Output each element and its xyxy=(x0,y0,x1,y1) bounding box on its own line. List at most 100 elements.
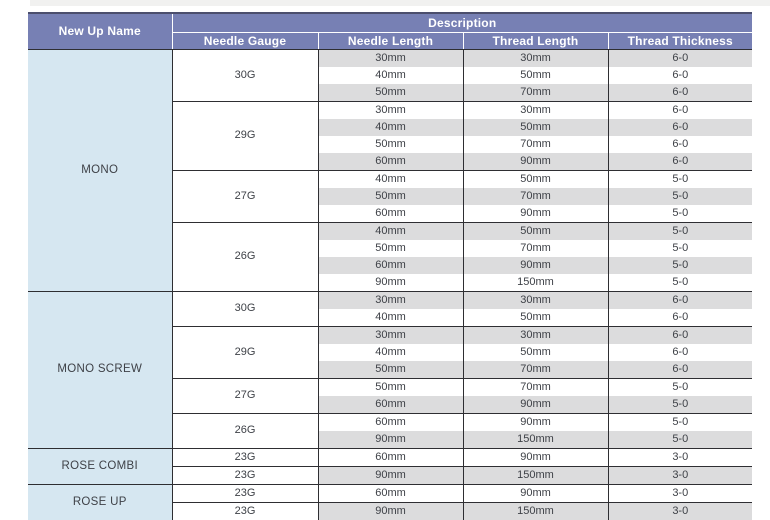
thread-thickness-cell: 6-0 xyxy=(608,83,753,101)
needle-length-cell: 40mm xyxy=(318,308,464,326)
gauge-cell: 23G xyxy=(172,483,319,502)
table-header: New Up Name Description Needle Gauge Nee… xyxy=(28,13,753,50)
thread-thickness-cell: 5-0 xyxy=(608,377,753,396)
table-body: MONO 30G 30mm 30mm 6-0 40mm 50mm 6-0 50mm 70mm 6-0… xyxy=(28,49,753,520)
table-row: 60mm 90mm 6-0 xyxy=(28,152,753,170)
needle-length-cell: 90mm xyxy=(318,273,464,291)
table-row: 26G 60mm 90mm 5-0 xyxy=(28,412,753,448)
thread-length-cell: 150mm xyxy=(463,430,609,448)
needle-length-cell: 40mm xyxy=(318,221,464,240)
table-row: 23G 90mm 150mm 3-0 xyxy=(28,465,753,484)
needle-length-cell: 90mm xyxy=(318,430,464,448)
table-row: 26G 40mm 50mm 5-0 xyxy=(28,221,753,291)
table-row: 60mm 90mm 5-0 xyxy=(28,204,753,222)
thread-thickness-cell: 6-0 xyxy=(608,118,753,136)
table-row: 29G 30mm 30mm 6-0 xyxy=(28,100,753,170)
gauge-cell: 30G xyxy=(172,290,319,326)
thread-thickness-cell: 6-0 xyxy=(608,152,753,170)
thread-thickness-cell: 5-0 xyxy=(608,395,753,413)
thread-thickness-cell: 6-0 xyxy=(608,66,753,84)
table-row: 50mm 70mm 5-0 xyxy=(28,239,753,257)
product-name-cell: MONO xyxy=(28,49,173,291)
table-row: 90mm 150mm 5-0 xyxy=(28,430,753,448)
product-spec-table-wrap: New Up Name Description Needle Gauge Nee… xyxy=(28,12,753,520)
thread-length-cell: 50mm xyxy=(463,343,609,361)
thread-length-cell: 50mm xyxy=(463,221,609,240)
thread-thickness-cell: 5-0 xyxy=(608,169,753,188)
thread-length-cell: 150mm xyxy=(463,501,609,520)
thread-length-cell: 70mm xyxy=(463,135,609,153)
table-row: 60mm 90mm 5-0 xyxy=(28,256,753,274)
table-row: 60mm 90mm 5-0 xyxy=(28,395,753,413)
gauge-cell: 27G xyxy=(172,377,319,413)
thread-thickness-cell: 5-0 xyxy=(608,430,753,448)
thread-length-cell: 50mm xyxy=(463,169,609,188)
needle-length-cell: 30mm xyxy=(318,100,464,119)
gauge-cell: 30G xyxy=(172,49,319,101)
table-row: 29G 30mm 30mm 6-0 xyxy=(28,325,753,378)
needle-length-cell: 90mm xyxy=(318,501,464,520)
table-row: 40mm 50mm 6-0 xyxy=(28,308,753,326)
thread-length-cell: 30mm xyxy=(463,49,609,67)
thread-thickness-cell: 5-0 xyxy=(608,204,753,222)
thread-thickness-cell: 6-0 xyxy=(608,49,753,67)
thread-length-cell: 90mm xyxy=(463,152,609,170)
thread-thickness-cell: 6-0 xyxy=(608,135,753,153)
table-row: 27G 40mm 50mm 5-0 xyxy=(28,169,753,222)
needle-length-cell: 60mm xyxy=(318,483,464,502)
needle-length-cell: 50mm xyxy=(318,135,464,153)
needle-length-cell: 50mm xyxy=(318,187,464,205)
thread-thickness-cell: 5-0 xyxy=(608,239,753,257)
column-header-new-up-name: New Up Name xyxy=(28,13,173,50)
table-row: 23G 90mm 150mm 3-0 xyxy=(28,501,753,520)
gauge-cell: 29G xyxy=(172,325,319,378)
column-header-needle-gauge: Needle Gauge xyxy=(172,32,318,50)
header-row-sub: Needle Gauge Needle Length Thread Length… xyxy=(28,32,753,50)
thread-length-cell: 70mm xyxy=(463,83,609,101)
thread-thickness-cell: 6-0 xyxy=(608,308,753,326)
thread-thickness-cell: 6-0 xyxy=(608,100,753,119)
thread-thickness-cell: 6-0 xyxy=(608,325,753,344)
table-row: MONO SCREW 30G 30mm 30mm 6-0 xyxy=(28,290,753,448)
thread-length-cell: 90mm xyxy=(463,204,609,222)
gauge-cell: 23G xyxy=(172,501,319,520)
needle-length-cell: 40mm xyxy=(318,343,464,361)
thread-length-cell: 70mm xyxy=(463,360,609,378)
thread-length-cell: 90mm xyxy=(463,412,609,431)
thread-length-cell: 50mm xyxy=(463,118,609,136)
thread-length-cell: 30mm xyxy=(463,100,609,119)
thread-thickness-cell: 3-0 xyxy=(608,465,753,484)
thread-thickness-cell: 3-0 xyxy=(608,501,753,520)
table-row: MONO 30G 30mm 30mm 6-0 xyxy=(28,49,753,291)
table-row: 50mm 70mm 6-0 xyxy=(28,360,753,378)
thread-thickness-cell: 3-0 xyxy=(608,447,753,466)
thread-length-cell: 70mm xyxy=(463,377,609,396)
needle-length-cell: 40mm xyxy=(318,118,464,136)
thread-length-cell: 70mm xyxy=(463,187,609,205)
needle-length-cell: 40mm xyxy=(318,66,464,84)
page-top-strip xyxy=(30,0,770,6)
needle-length-cell: 50mm xyxy=(318,377,464,396)
thread-thickness-cell: 5-0 xyxy=(608,256,753,274)
thread-thickness-cell: 5-0 xyxy=(608,221,753,240)
thread-length-cell: 70mm xyxy=(463,239,609,257)
column-header-thread-length: Thread Length xyxy=(462,32,608,50)
needle-length-cell: 60mm xyxy=(318,412,464,431)
table-row: 40mm 50mm 6-0 xyxy=(28,343,753,361)
thread-thickness-cell: 5-0 xyxy=(608,187,753,205)
table-row: ROSE COMBI 23G 60mm 90mm 3-0 xyxy=(28,447,753,484)
table-row: 50mm 70mm 6-0 xyxy=(28,83,753,101)
table-row: 27G 50mm 70mm 5-0 xyxy=(28,377,753,413)
thread-thickness-cell: 6-0 xyxy=(608,360,753,378)
product-spec-table: New Up Name Description Needle Gauge Nee… xyxy=(28,12,753,520)
thread-length-cell: 90mm xyxy=(463,483,609,502)
thread-thickness-cell: 5-0 xyxy=(608,273,753,291)
product-name-cell: MONO SCREW xyxy=(28,290,173,448)
needle-length-cell: 60mm xyxy=(318,256,464,274)
needle-length-cell: 30mm xyxy=(318,49,464,67)
gauge-cell: 23G xyxy=(172,447,319,466)
needle-length-cell: 60mm xyxy=(318,152,464,170)
needle-length-cell: 90mm xyxy=(318,465,464,484)
table-row: 40mm 50mm 6-0 xyxy=(28,118,753,136)
